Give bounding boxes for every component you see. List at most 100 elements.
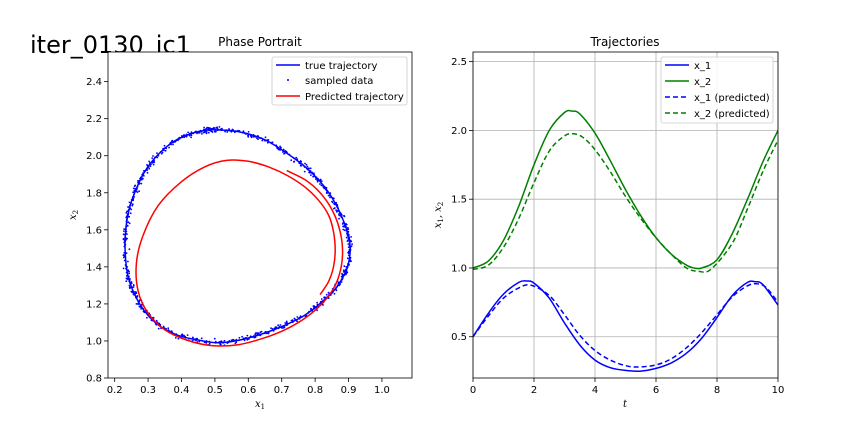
legend-label-x1-predicted: x_1 (predicted) — [694, 93, 770, 104]
sampled-data-point — [315, 178, 317, 181]
sampled-data-point — [213, 337, 216, 340]
trajectories-xlabel: t — [623, 399, 628, 410]
sampled-data-point — [128, 248, 131, 251]
sampled-data-point — [167, 327, 170, 330]
sampled-data-point — [132, 191, 135, 194]
sampled-data-point — [282, 326, 285, 329]
sampled-data-point — [206, 126, 209, 129]
traj-ytick-label: 2.0 — [451, 126, 467, 137]
sampled-data-point — [172, 143, 174, 146]
sampled-data-point — [125, 212, 128, 214]
sampled-data-point — [122, 267, 125, 270]
sampled-data-point — [351, 243, 353, 246]
sampled-data-point — [320, 298, 323, 300]
sampled-data-point — [127, 206, 129, 208]
sampled-data-point — [335, 209, 337, 212]
sampled-data-point — [319, 178, 322, 181]
sampled-data-point — [163, 144, 166, 147]
sampled-data-point — [181, 333, 184, 336]
legend-label-sampled-data: sampled data — [305, 76, 373, 87]
predicted-trajectory-line — [135, 159, 344, 347]
sampled-data-point — [310, 307, 312, 310]
sampled-data-point — [208, 342, 211, 345]
sampled-data-point — [329, 196, 331, 199]
sampled-data-point — [343, 214, 345, 217]
sampled-data-point — [135, 292, 138, 294]
sampled-data-point — [187, 131, 190, 134]
sampled-data-point — [203, 126, 206, 129]
sampled-data-point — [327, 194, 330, 197]
sampled-data-point — [168, 146, 171, 149]
sampled-data-point — [247, 131, 250, 133]
sampled-data-point — [152, 316, 155, 319]
sampled-data-point — [299, 315, 302, 317]
sampled-data-point — [231, 128, 234, 131]
sampled-data-point — [220, 343, 222, 346]
sampled-data-point — [226, 131, 229, 133]
sampled-data-point — [210, 130, 213, 133]
sampled-data-point — [277, 324, 279, 327]
sampled-data-point — [211, 131, 214, 133]
sampled-data-point — [151, 157, 154, 160]
traj-ytick-label: 0.5 — [451, 332, 467, 343]
sampled-data-point — [128, 201, 131, 204]
sampled-data-point — [125, 280, 128, 283]
sampled-data-point — [343, 265, 346, 268]
sampled-data-point — [128, 272, 131, 275]
sampled-data-point — [347, 252, 350, 255]
legend-label-true-trajectory: true trajectory — [305, 61, 377, 72]
sampled-data-point — [153, 161, 156, 164]
sampled-data-point — [338, 217, 340, 220]
sampled-data-point — [220, 340, 223, 343]
sampled-data-point — [320, 180, 323, 183]
sampled-data-point — [271, 141, 274, 144]
sampled-data-point — [334, 207, 336, 209]
sampled-data-point — [137, 179, 139, 182]
sampled-data-point — [152, 155, 154, 157]
phase-portrait-legend: true trajectory sampled data Predicted t… — [271, 56, 408, 106]
legend-marker-sampled-data — [287, 79, 289, 81]
sampled-data-point — [129, 212, 132, 215]
trajectories-legend-box — [660, 56, 774, 124]
traj-xtick-label: 0 — [470, 385, 476, 396]
sampled-data-point — [303, 170, 306, 173]
sampled-data-point — [223, 339, 226, 342]
traj-xtick-label: 6 — [653, 385, 659, 396]
trajectories-legend: x_1 x_2 x_1 (predicted) x_2 (predicted) — [660, 56, 774, 124]
sampled-data-point — [306, 165, 309, 168]
sampled-data-point — [213, 130, 216, 133]
true-trajectory-line — [124, 128, 351, 344]
sampled-data-point — [304, 162, 306, 165]
sampled-data-point — [347, 243, 350, 245]
phase-portrait-ticks: 0.2 0.3 0.4 0.5 0.6 0.7 0.8 0.9 1.0 0.8 1.0 1.2 1.4 1… — [86, 77, 390, 396]
sampled-data-point — [283, 152, 286, 155]
sampled-data-point — [138, 190, 141, 193]
sampled-data-point — [146, 316, 148, 319]
sampled-data-point — [198, 131, 201, 134]
sampled-data-point — [257, 332, 260, 334]
sampled-data-point — [132, 187, 135, 190]
sampled-data-point — [126, 225, 129, 227]
sampled-data-point — [293, 161, 295, 163]
sampled-data-point — [331, 200, 333, 203]
sampled-data-point — [291, 319, 294, 322]
sampled-data-point — [232, 338, 235, 341]
sampled-data-point — [138, 305, 141, 308]
sampled-data-point — [342, 228, 345, 231]
sampled-data-point — [196, 132, 198, 135]
sampled-data-point — [188, 134, 191, 137]
sampled-data-point — [346, 257, 349, 260]
sampled-data-point — [198, 340, 201, 343]
sampled-data-point — [341, 273, 344, 276]
sampled-data-point — [152, 163, 155, 166]
trajectories-data — [473, 109, 778, 372]
phase-ytick-label: 1.6 — [86, 225, 102, 236]
sampled-data-point — [146, 164, 148, 166]
trajectories-frame — [472, 51, 779, 379]
sampled-data-point — [246, 334, 249, 337]
sampled-data-point — [322, 304, 324, 306]
sampled-data-point — [151, 162, 154, 164]
sampled-data-point — [201, 133, 203, 135]
phase-portrait-ylabel: x2 — [68, 210, 80, 220]
sampled-data-point — [155, 319, 158, 322]
